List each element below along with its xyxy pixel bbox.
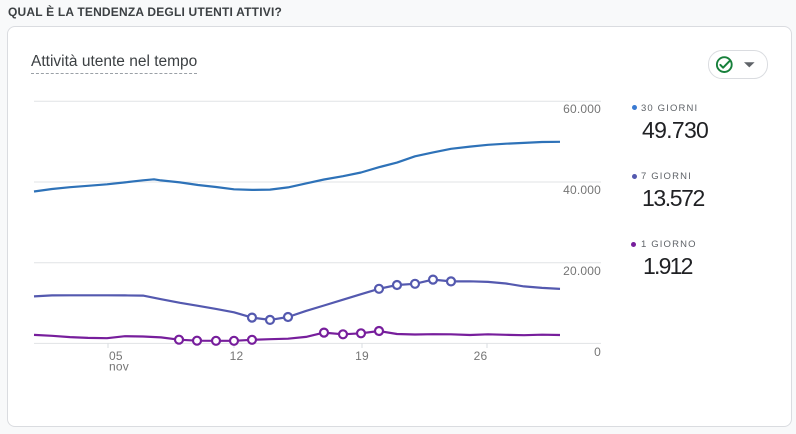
svg-text:40.000: 40.000 [563,183,601,197]
svg-text:0: 0 [594,345,601,359]
svg-text:05: 05 [109,349,123,363]
svg-text:12: 12 [230,349,244,363]
svg-text:60.000: 60.000 [563,102,601,116]
svg-text:19: 19 [355,349,369,363]
svg-text:26: 26 [474,349,488,363]
svg-text:nov: nov [109,360,129,374]
svg-text:20.000: 20.000 [563,264,601,278]
